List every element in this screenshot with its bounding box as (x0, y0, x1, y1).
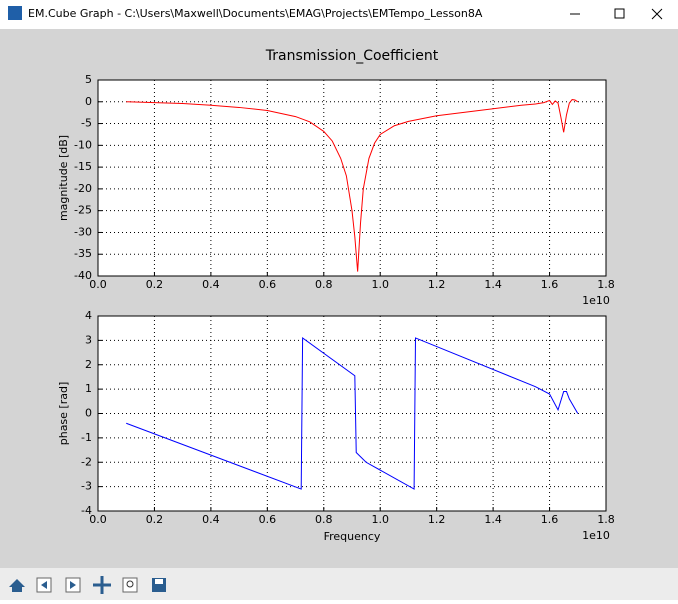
save-button[interactable] (152, 578, 166, 592)
window-title: EM.Cube Graph - C:\Users\Maxwell\Documen… (28, 7, 483, 20)
x-tick-label: 1.2 (428, 278, 446, 291)
y-tick-label: -3 (81, 480, 92, 493)
x-tick-label: 0.8 (315, 278, 333, 291)
x-tick-label: 0.6 (259, 278, 277, 291)
back-button[interactable] (36, 577, 52, 593)
x-tick-label: 0.2 (146, 513, 164, 526)
x-tick-label: 1.6 (541, 278, 559, 291)
close-button[interactable] (651, 8, 663, 20)
app-icon (8, 6, 22, 20)
y-axis-label: magnitude [dB] (57, 135, 70, 221)
x-tick-label: 0.4 (202, 278, 220, 291)
forward-button[interactable] (65, 577, 81, 593)
y-tick-label: -4 (81, 504, 92, 517)
x-tick-label: 1.4 (484, 513, 502, 526)
axes-frame (97, 315, 607, 512)
x-tick-label: 1.8 (597, 513, 615, 526)
y-tick-label: -15 (74, 160, 92, 173)
x-offset-label: 1e10 (582, 529, 610, 542)
x-tick-label: 0.0 (89, 513, 107, 526)
plot-area (98, 80, 606, 276)
y-axis-label: phase [rad] (57, 382, 70, 446)
y-tick-label: -10 (74, 138, 92, 151)
x-tick-label: 0.4 (202, 513, 220, 526)
chart-title: Transmission_Coefficient (265, 48, 439, 64)
y-tick-label: -25 (74, 204, 92, 217)
y-tick-label: -5 (81, 117, 92, 130)
y-tick-label: 5 (85, 73, 92, 86)
y-tick-label: 3 (85, 333, 92, 346)
y-tick-label: 0 (85, 407, 92, 420)
toolbar (0, 568, 678, 600)
x-tick-label: 0.2 (146, 278, 164, 291)
y-tick-label: -30 (74, 225, 92, 238)
zoom-button[interactable] (122, 577, 138, 593)
x-tick-label: 1.6 (541, 513, 559, 526)
x-tick-label: 0.0 (89, 278, 107, 291)
y-tick-label: -35 (74, 247, 92, 260)
y-tick-label: 0 (85, 95, 92, 108)
y-tick-label: 4 (85, 309, 92, 322)
axes-frame (97, 79, 607, 277)
x-tick-label: 1.4 (484, 278, 502, 291)
x-offset-label: 1e10 (582, 294, 610, 307)
y-tick-label: -20 (74, 182, 92, 195)
data-line (126, 99, 579, 272)
x-tick-label: 1.2 (428, 513, 446, 526)
home-button[interactable] (9, 579, 25, 592)
x-axis-label: Frequency (324, 530, 381, 543)
y-tick-label: -2 (81, 455, 92, 468)
title-bar (0, 0, 678, 29)
y-tick-label: -1 (81, 431, 92, 444)
maximize-button[interactable] (614, 8, 625, 19)
x-tick-label: 1.8 (597, 278, 615, 291)
y-tick-label: 2 (85, 358, 92, 371)
pan-button[interactable] (93, 576, 111, 594)
y-tick-label: 1 (85, 382, 92, 395)
x-tick-label: 1.0 (371, 278, 389, 291)
x-tick-label: 1.0 (371, 513, 389, 526)
x-tick-label: 0.8 (315, 513, 333, 526)
x-tick-label: 0.6 (259, 513, 277, 526)
data-line (126, 336, 579, 490)
y-tick-label: -40 (74, 269, 92, 282)
